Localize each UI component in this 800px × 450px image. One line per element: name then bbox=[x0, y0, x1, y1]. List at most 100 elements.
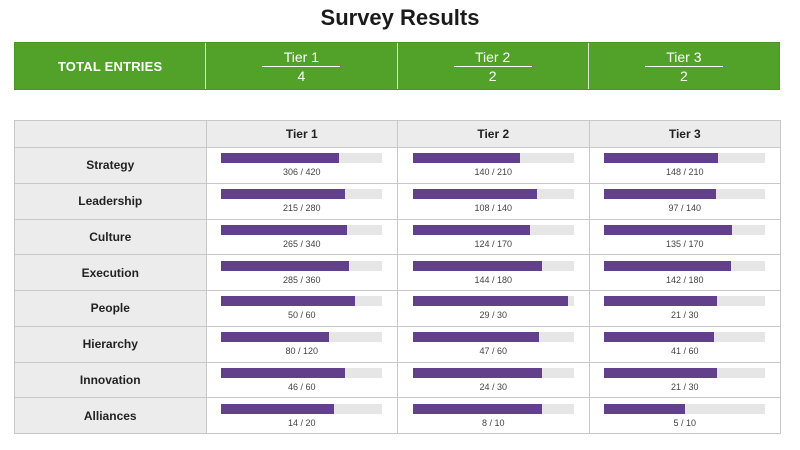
score-text: 108 / 140 bbox=[474, 203, 513, 214]
row-label: Execution bbox=[14, 254, 207, 291]
total-tier-2: Tier 2 2 bbox=[396, 43, 588, 89]
score-text: 47 / 60 bbox=[479, 346, 508, 357]
score-text: 8 / 10 bbox=[481, 417, 505, 428]
score-cell: 47 / 60 bbox=[397, 325, 590, 363]
progress-bar-fill bbox=[412, 153, 521, 164]
progress-bar-fill bbox=[221, 260, 349, 271]
score-text: 5 / 10 bbox=[673, 417, 697, 428]
progress-bar-fill bbox=[412, 224, 531, 235]
progress-bar-fill bbox=[604, 367, 717, 378]
score-cell: 285 / 360 bbox=[205, 254, 398, 291]
score-cell: 5 / 10 bbox=[588, 397, 781, 434]
table-row: Execution 285 / 360 144 / 180 142 / 180 bbox=[14, 254, 781, 291]
progress-bar-fill bbox=[221, 332, 329, 343]
score-cell: 306 / 420 bbox=[205, 147, 398, 184]
total-tier-3: Tier 3 2 bbox=[587, 43, 779, 89]
progress-bar-track bbox=[221, 296, 383, 307]
progress-bar-track bbox=[604, 153, 766, 164]
total-tier-count: 4 bbox=[297, 67, 306, 84]
progress-bar-fill bbox=[604, 403, 685, 414]
progress-bar-track bbox=[604, 189, 766, 200]
progress-bar-fill bbox=[221, 403, 334, 414]
progress-bar-fill bbox=[412, 332, 539, 343]
score-cell: 215 / 280 bbox=[205, 182, 398, 220]
score-text: 80 / 120 bbox=[285, 346, 319, 357]
table-row: Innovation 46 / 60 24 / 30 21 / 30 bbox=[14, 361, 781, 399]
total-tier-count: 2 bbox=[679, 67, 688, 84]
progress-bar-track bbox=[604, 332, 766, 343]
score-cell: 124 / 170 bbox=[397, 218, 590, 256]
score-text: 29 / 30 bbox=[479, 310, 508, 321]
row-label: Hierarchy bbox=[14, 325, 207, 363]
progress-bar-track bbox=[412, 296, 574, 307]
score-cell: 144 / 180 bbox=[397, 254, 590, 291]
progress-bar-fill bbox=[221, 153, 339, 164]
score-cell: 140 / 210 bbox=[397, 147, 590, 184]
score-cell: 80 / 120 bbox=[205, 325, 398, 363]
score-text: 135 / 170 bbox=[665, 238, 704, 249]
progress-bar-track bbox=[604, 260, 766, 271]
score-text: 142 / 180 bbox=[665, 274, 704, 285]
column-header-tier-1: Tier 1 bbox=[205, 120, 398, 148]
column-header-tier-3: Tier 3 bbox=[588, 120, 781, 148]
progress-bar-track bbox=[604, 367, 766, 378]
progress-bar-fill bbox=[604, 153, 718, 164]
column-header-tier-2: Tier 2 bbox=[397, 120, 590, 148]
table-row: People 50 / 60 29 / 30 21 / 30 bbox=[14, 290, 781, 327]
total-entries-label-cell: TOTAL ENTRIES bbox=[15, 43, 205, 89]
score-cell: 108 / 140 bbox=[397, 182, 590, 220]
progress-bar-track bbox=[412, 153, 574, 164]
row-label: Leadership bbox=[14, 182, 207, 220]
header-corner bbox=[14, 120, 207, 148]
score-text: 46 / 60 bbox=[287, 381, 316, 392]
progress-bar-track bbox=[221, 189, 383, 200]
score-text: 50 / 60 bbox=[287, 310, 316, 321]
progress-bar-fill bbox=[412, 403, 542, 414]
progress-bar-track bbox=[221, 403, 383, 414]
score-text: 21 / 30 bbox=[670, 310, 699, 321]
progress-bar-fill bbox=[412, 260, 542, 271]
progress-bar-track bbox=[604, 296, 766, 307]
progress-bar-track bbox=[221, 367, 383, 378]
score-cell: 148 / 210 bbox=[588, 147, 781, 184]
score-text: 215 / 280 bbox=[282, 203, 321, 214]
progress-bar-track bbox=[412, 224, 574, 235]
table-row: Leadership 215 / 280 108 / 140 97 / 140 bbox=[14, 182, 781, 220]
score-text: 41 / 60 bbox=[670, 346, 699, 357]
table-row: Alliances 14 / 20 8 / 10 5 / 10 bbox=[14, 397, 781, 434]
table-row: Hierarchy 80 / 120 47 / 60 41 / 60 bbox=[14, 325, 781, 363]
total-entries-label: TOTAL ENTRIES bbox=[57, 58, 163, 74]
score-cell: 14 / 20 bbox=[205, 397, 398, 434]
results-body: Strategy 306 / 420 140 / 210 148 / 210 Leade… bbox=[14, 147, 781, 434]
score-text: 97 / 140 bbox=[668, 203, 702, 214]
score-cell: 135 / 170 bbox=[588, 218, 781, 256]
table-row: Strategy 306 / 420 140 / 210 148 / 210 bbox=[14, 147, 781, 184]
row-label: People bbox=[14, 290, 207, 327]
row-label: Alliances bbox=[14, 397, 207, 434]
score-text: 144 / 180 bbox=[474, 274, 513, 285]
progress-bar-track bbox=[412, 332, 574, 343]
progress-bar-fill bbox=[221, 189, 345, 200]
progress-bar-track bbox=[412, 367, 574, 378]
score-cell: 265 / 340 bbox=[205, 218, 398, 256]
progress-bar-track bbox=[221, 224, 383, 235]
score-text: 140 / 210 bbox=[474, 167, 513, 178]
progress-bar-fill bbox=[604, 260, 732, 271]
progress-bar-track bbox=[412, 189, 574, 200]
progress-bar-fill bbox=[221, 296, 356, 307]
score-text: 124 / 170 bbox=[474, 238, 513, 249]
total-tier-name: Tier 1 bbox=[262, 49, 341, 67]
score-cell: 29 / 30 bbox=[397, 290, 590, 327]
progress-bar-track bbox=[412, 403, 574, 414]
score-cell: 41 / 60 bbox=[588, 325, 781, 363]
score-cell: 97 / 140 bbox=[588, 182, 781, 220]
score-cell: 24 / 30 bbox=[397, 361, 590, 399]
progress-bar-track bbox=[221, 153, 383, 164]
table-header-row: Tier 1 Tier 2 Tier 3 bbox=[14, 120, 781, 148]
score-cell: 8 / 10 bbox=[397, 397, 590, 434]
progress-bar-fill bbox=[604, 224, 733, 235]
score-text: 14 / 20 bbox=[287, 417, 316, 428]
progress-bar-fill bbox=[604, 332, 715, 343]
progress-bar-track bbox=[604, 224, 766, 235]
progress-bar-fill bbox=[604, 189, 716, 200]
